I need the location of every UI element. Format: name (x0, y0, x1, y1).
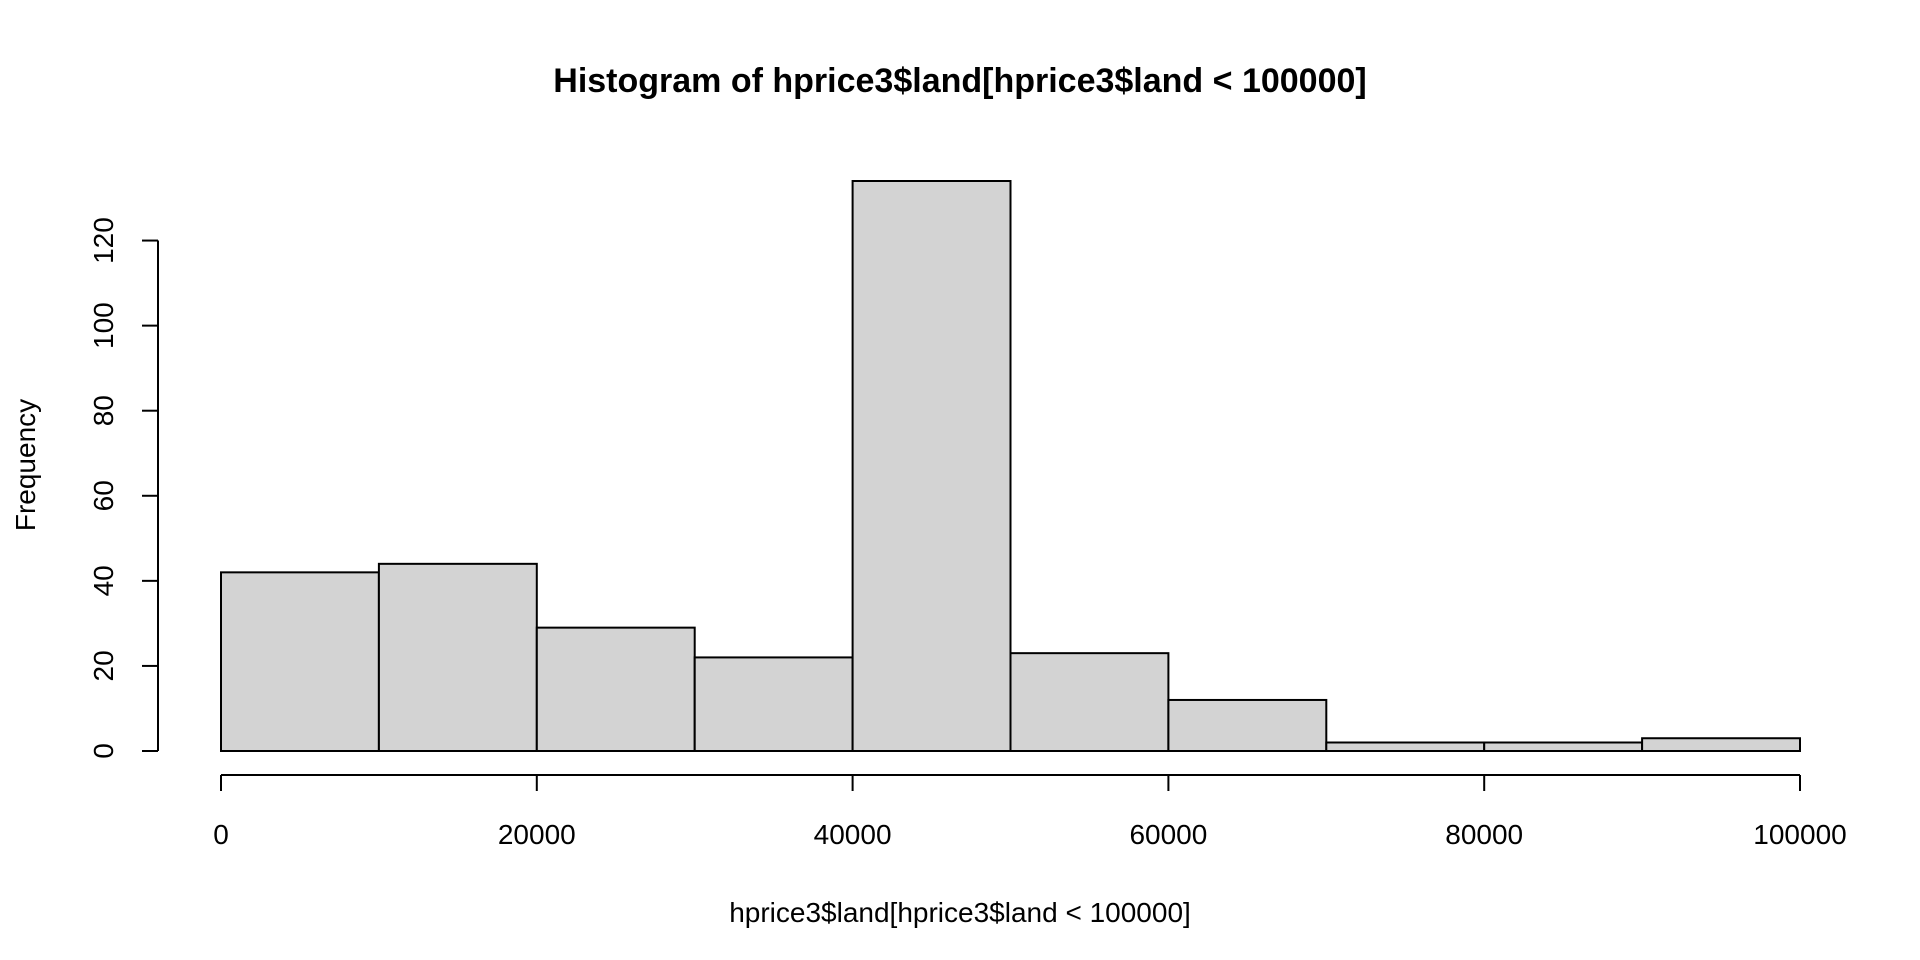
histogram-bar-2 (535, 626, 696, 752)
x-tick-label: 100000 (1753, 819, 1846, 850)
x-tick-label: 80000 (1445, 819, 1523, 850)
histogram-bar-5 (1009, 652, 1170, 753)
histogram-bar-8 (1483, 741, 1644, 753)
chart-title: Histogram of hprice3$land[hprice3$land <… (553, 62, 1366, 100)
histogram-bar-1 (377, 562, 538, 752)
x-axis: 0 20000 40000 60000 80000 100000 (213, 774, 1847, 850)
bars-group (220, 180, 1801, 753)
y-tick-label: 120 (88, 217, 119, 264)
histogram-bar-3 (693, 656, 854, 752)
histogram-bar-9 (1641, 737, 1801, 753)
y-tick-label: 100 (88, 302, 119, 349)
x-axis-label: hprice3$land[hprice3$land < 100000] (729, 897, 1191, 928)
y-tick-label: 80 (88, 395, 119, 426)
histogram-bar-7 (1325, 741, 1486, 753)
x-tick-label: 0 (213, 819, 229, 850)
y-tick-label: 0 (88, 743, 119, 759)
y-axis-label: Frequency (10, 399, 41, 531)
y-tick-label: 60 (88, 480, 119, 511)
x-tick-label: 60000 (1129, 819, 1207, 850)
y-tick-label: 40 (88, 565, 119, 596)
x-tick-label: 40000 (814, 819, 892, 850)
x-tick-label: 20000 (498, 819, 576, 850)
y-tick-label: 20 (88, 650, 119, 681)
histogram-bar-6 (1167, 698, 1328, 752)
y-axis: 0 20 40 60 80 100 120 (88, 217, 159, 759)
histogram-bar-4 (851, 180, 1012, 752)
histogram-bar-0 (220, 571, 380, 752)
